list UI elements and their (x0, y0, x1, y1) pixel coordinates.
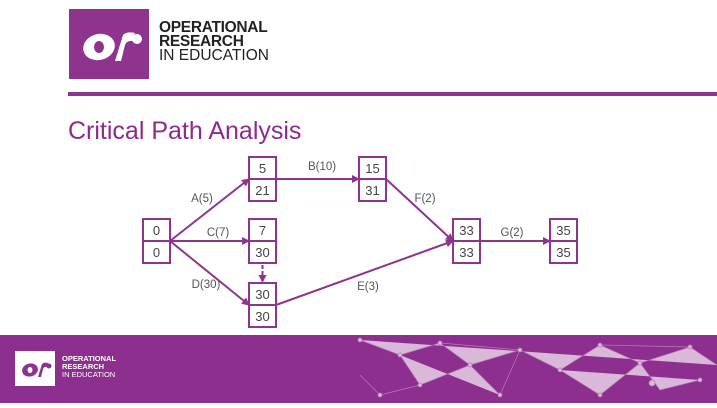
node-start: 00 (142, 218, 171, 264)
earliest-time: 30 (255, 287, 269, 302)
latest-time: 0 (153, 245, 160, 260)
network-diagram: A(5)B(10)C(7)D(30) E(3)F(2)G(2) 005211531… (142, 156, 578, 328)
node-n3: 730 (248, 218, 277, 264)
footer-band (0, 335, 717, 403)
footer-logo-line2: RESEARCH (62, 362, 105, 371)
logo-line2: RESEARCH (159, 33, 244, 50)
footer-logo-line1: OPERATIONAL (62, 354, 117, 363)
earliest-time: 5 (259, 161, 266, 176)
activity-label: A(5) (191, 193, 213, 205)
activity-arrow (169, 178, 250, 242)
earliest-time: 7 (259, 223, 266, 238)
footer-logo-line3: IN EDUCATION (62, 370, 116, 379)
latest-time: 21 (255, 183, 269, 198)
activity-label: B(10) (308, 161, 336, 173)
logo-text: OPERATIONAL RESEARCH IN EDUCATION (159, 19, 269, 64)
activity-arrow (169, 240, 250, 306)
earliest-time: 35 (556, 223, 570, 238)
node-n1: 521 (248, 156, 277, 202)
latest-time: 35 (556, 245, 570, 260)
activity-arrow (275, 239, 454, 306)
earliest-time: 33 (459, 223, 473, 238)
logo-line3: IN EDUCATION (159, 47, 269, 64)
earliest-time: 15 (365, 161, 379, 176)
activity-label: E(3) (357, 281, 379, 293)
activity-label: D(30) (192, 279, 221, 291)
activity-label: C(7) (207, 227, 230, 239)
earliest-time: 0 (153, 223, 160, 238)
activity-arrow (385, 178, 454, 242)
latest-time: 30 (255, 309, 269, 324)
network-pattern (357, 337, 717, 398)
logo-mark (69, 9, 149, 79)
latest-time: 33 (459, 245, 473, 260)
activity-label: F(2) (414, 193, 435, 205)
latest-time: 31 (365, 183, 379, 198)
header-rule (68, 92, 717, 96)
activity-label: G(2) (501, 227, 524, 239)
latest-time: 30 (255, 245, 269, 260)
page-title: Critical Path Analysis (68, 117, 302, 145)
footer-logo-text: OPERATIONAL RESEARCH IN EDUCATION (62, 355, 116, 379)
logo-line1: OPERATIONAL (159, 19, 268, 36)
footer-logo-mark (15, 351, 55, 386)
